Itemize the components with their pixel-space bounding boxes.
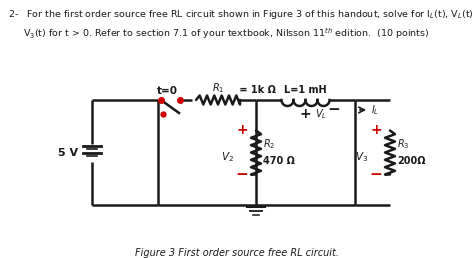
Text: −: − — [370, 167, 383, 182]
Text: −: − — [327, 102, 340, 117]
Text: = 1k Ω: = 1k Ω — [236, 85, 276, 95]
Text: $I_L$: $I_L$ — [371, 103, 379, 117]
Text: $V_3$: $V_3$ — [355, 151, 368, 164]
Text: $R_2$: $R_2$ — [263, 138, 275, 151]
Text: $R_3$: $R_3$ — [397, 138, 410, 151]
Text: 5 V: 5 V — [58, 148, 78, 157]
Text: t=0: t=0 — [156, 86, 177, 96]
Text: 2-   For the first order source free RL circuit shown in Figure 3 of this handou: 2- For the first order source free RL ci… — [8, 8, 474, 41]
Text: $V_L$: $V_L$ — [316, 107, 328, 121]
Text: +: + — [300, 107, 311, 121]
Text: $R_1$: $R_1$ — [212, 81, 224, 95]
Text: 200Ω: 200Ω — [397, 156, 426, 165]
Text: +: + — [236, 124, 248, 138]
Text: $V_2$: $V_2$ — [221, 151, 234, 164]
Text: L=1 mH: L=1 mH — [284, 85, 327, 95]
Text: +: + — [370, 124, 382, 138]
Text: Figure 3 First order source free RL circuit.: Figure 3 First order source free RL circ… — [135, 248, 339, 258]
Text: −: − — [236, 167, 248, 182]
Text: 470 Ω: 470 Ω — [263, 156, 295, 165]
